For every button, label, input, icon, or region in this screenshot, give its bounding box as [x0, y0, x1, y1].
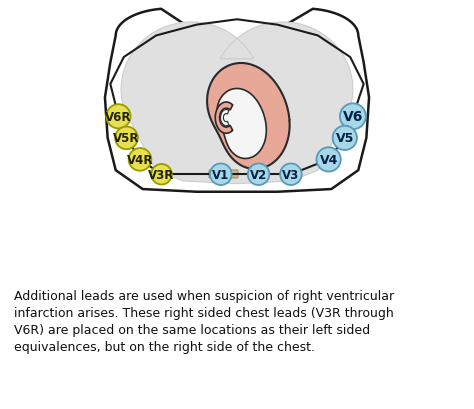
- Circle shape: [210, 164, 232, 186]
- Circle shape: [128, 149, 151, 171]
- Text: V4R: V4R: [127, 153, 153, 166]
- Polygon shape: [215, 103, 233, 134]
- Circle shape: [333, 126, 357, 151]
- Text: V5R: V5R: [113, 132, 140, 145]
- Circle shape: [340, 104, 366, 130]
- Polygon shape: [121, 23, 353, 184]
- Circle shape: [115, 127, 138, 150]
- Text: V4: V4: [319, 153, 338, 166]
- Polygon shape: [105, 10, 369, 192]
- Circle shape: [151, 164, 172, 185]
- Polygon shape: [220, 110, 229, 126]
- Text: V6: V6: [343, 110, 363, 124]
- Text: V3R: V3R: [148, 169, 175, 181]
- FancyBboxPatch shape: [209, 171, 238, 179]
- Text: V3: V3: [283, 169, 300, 181]
- Circle shape: [106, 105, 130, 129]
- Polygon shape: [207, 64, 290, 170]
- Circle shape: [280, 164, 301, 186]
- Text: V5: V5: [336, 132, 354, 145]
- Text: V2: V2: [250, 169, 267, 181]
- Text: Additional leads are used when suspicion of right ventricular
infarction arises.: Additional leads are used when suspicion…: [14, 289, 394, 353]
- Circle shape: [317, 148, 341, 172]
- Text: V6R: V6R: [105, 110, 132, 124]
- Text: V1: V1: [212, 169, 229, 181]
- Polygon shape: [217, 89, 266, 159]
- Circle shape: [248, 164, 269, 186]
